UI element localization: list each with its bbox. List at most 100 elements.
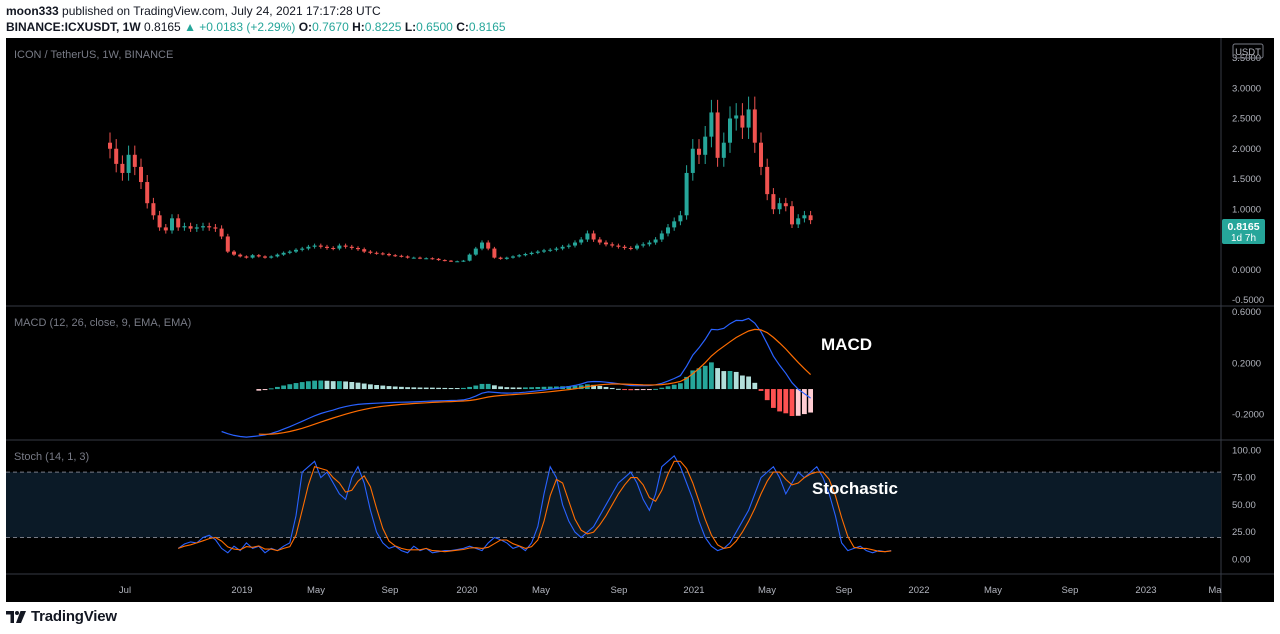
macd-histogram-bar	[306, 381, 311, 390]
candle-body	[566, 245, 571, 247]
stoch-tick-label: 75.00	[1232, 473, 1256, 484]
macd-histogram-bar	[702, 365, 708, 390]
candle-body	[455, 261, 460, 263]
price-axis-ticks[interactable]: 3.50003.00002.50002.00001.50001.00000.50…	[1232, 53, 1264, 306]
candle-body	[331, 247, 336, 249]
price-pane-title: ICON / TetherUS, 1W, BINANCE	[14, 49, 173, 61]
author-name[interactable]: moon333	[6, 4, 59, 18]
candle-body	[108, 142, 112, 149]
macd-histogram-bar	[448, 388, 454, 390]
candle-body	[579, 239, 584, 243]
candle-body	[411, 257, 416, 259]
macd-histogram-bar	[647, 389, 652, 391]
candle-body	[275, 254, 280, 257]
macd-histogram-bar	[473, 385, 479, 390]
macd-histogram-bar	[510, 387, 516, 390]
macd-histogram-bar	[696, 368, 702, 390]
candle-body	[721, 142, 726, 158]
time-tick-label: Sep	[611, 585, 628, 596]
candle-body	[399, 255, 404, 257]
candle-body	[387, 254, 391, 256]
last-price-badge-value: 0.8165	[1227, 221, 1259, 233]
price-tick-label: 1.0000	[1232, 204, 1261, 215]
macd-histogram-bar	[479, 383, 485, 390]
candle-body	[312, 245, 317, 247]
price-tick-label: -0.5000	[1232, 295, 1264, 306]
macd-histogram-bar	[777, 389, 782, 412]
candle-body	[498, 257, 503, 259]
candle-body	[201, 226, 205, 228]
candle-body	[734, 115, 739, 119]
candle-body	[622, 246, 627, 248]
price-tick-label: 2.5000	[1232, 114, 1261, 125]
macd-tick-label: -0.2000	[1232, 410, 1264, 421]
currency-badge[interactable]: USDT	[1232, 43, 1264, 59]
candle-body	[604, 242, 608, 245]
macd-line	[221, 317, 811, 438]
macd-histogram-bar	[504, 387, 510, 390]
candle-body	[269, 256, 274, 258]
tradingview-logo-icon	[6, 610, 26, 623]
candle-body	[467, 254, 472, 261]
candle-body	[666, 227, 670, 234]
price-tick-label: 1.5000	[1232, 174, 1261, 185]
macd-histogram-bar	[535, 387, 541, 390]
macd-histogram-bar	[516, 387, 522, 390]
publish-line: moon333 published on TradingView.com, Ju…	[6, 4, 381, 18]
symbol-label: BINANCE:ICXUSDT, 1W	[6, 20, 141, 34]
macd-histogram-bar	[603, 386, 609, 390]
macd-histogram-bar	[733, 371, 739, 390]
candle-body	[697, 148, 701, 155]
macd-histogram-bar	[461, 387, 466, 390]
candle-body	[690, 148, 695, 173]
macd-histogram-bar	[795, 389, 801, 416]
stoch-tick-label: 25.00	[1232, 527, 1256, 538]
currency-badge-label: USDT	[1235, 47, 1261, 58]
candle-body	[684, 172, 689, 216]
candle-body	[219, 228, 224, 237]
macd-axis-ticks: 0.6000 0.2000 -0.2000	[1232, 307, 1264, 421]
macd-histogram-bar	[498, 386, 503, 390]
stoch-tick-label: 100.00	[1232, 445, 1261, 456]
macd-histogram-bar	[808, 389, 813, 413]
macd-histogram-bar	[349, 381, 355, 390]
time-axis-ticks[interactable]: Jul 2019 May Sep 2020 May Sep 2021 May Sep 2022 May…	[119, 585, 1222, 596]
candle-body	[759, 142, 763, 167]
last-price-badge: 0.8165 1d 7h	[1222, 219, 1265, 244]
macd-histogram-series	[256, 362, 813, 417]
macd-histogram-bar	[659, 387, 665, 390]
candle-body	[163, 227, 168, 231]
chart-area[interactable]: ICON / TetherUS, 1W, BINANCE MACD (12, 2…	[6, 38, 1274, 602]
macd-histogram-bar	[634, 389, 640, 391]
close-label: C:	[456, 20, 469, 34]
candle-body	[244, 256, 249, 258]
candle-body	[752, 109, 757, 143]
close-value: 0.8165	[468, 20, 506, 34]
last-price: 0.8165	[144, 20, 181, 34]
macd-histogram-bar	[671, 384, 677, 390]
candle-body	[132, 154, 137, 167]
candle-body	[678, 215, 683, 222]
candle-body	[449, 260, 453, 262]
change-value: +0.0183 (+2.29%)	[199, 20, 296, 34]
candle-body	[709, 112, 714, 137]
macd-histogram-bar	[746, 376, 751, 390]
candle-body	[473, 248, 478, 255]
candle-body	[610, 244, 615, 246]
macd-histogram-bar	[740, 375, 745, 390]
candle-body	[380, 253, 385, 255]
footer-brand[interactable]: TradingView	[6, 608, 117, 625]
macd-histogram-bar	[374, 385, 379, 390]
candle-body	[436, 258, 441, 261]
candle-body	[405, 256, 410, 258]
candle-body	[802, 215, 807, 219]
candle-body	[554, 248, 559, 250]
macd-tick-label: 0.6000	[1232, 307, 1261, 318]
macd-histogram-bar	[361, 383, 367, 390]
macd-histogram-bar	[764, 389, 770, 401]
macd-histogram-bar	[268, 388, 274, 390]
ohlc-line: BINANCE:ICXUSDT, 1W 0.8165 ▲ +0.0183 (+2…	[6, 20, 506, 34]
candle-body	[424, 258, 429, 260]
stoch-annotation: Stochastic	[812, 479, 898, 498]
macd-histogram-bar	[572, 385, 578, 390]
